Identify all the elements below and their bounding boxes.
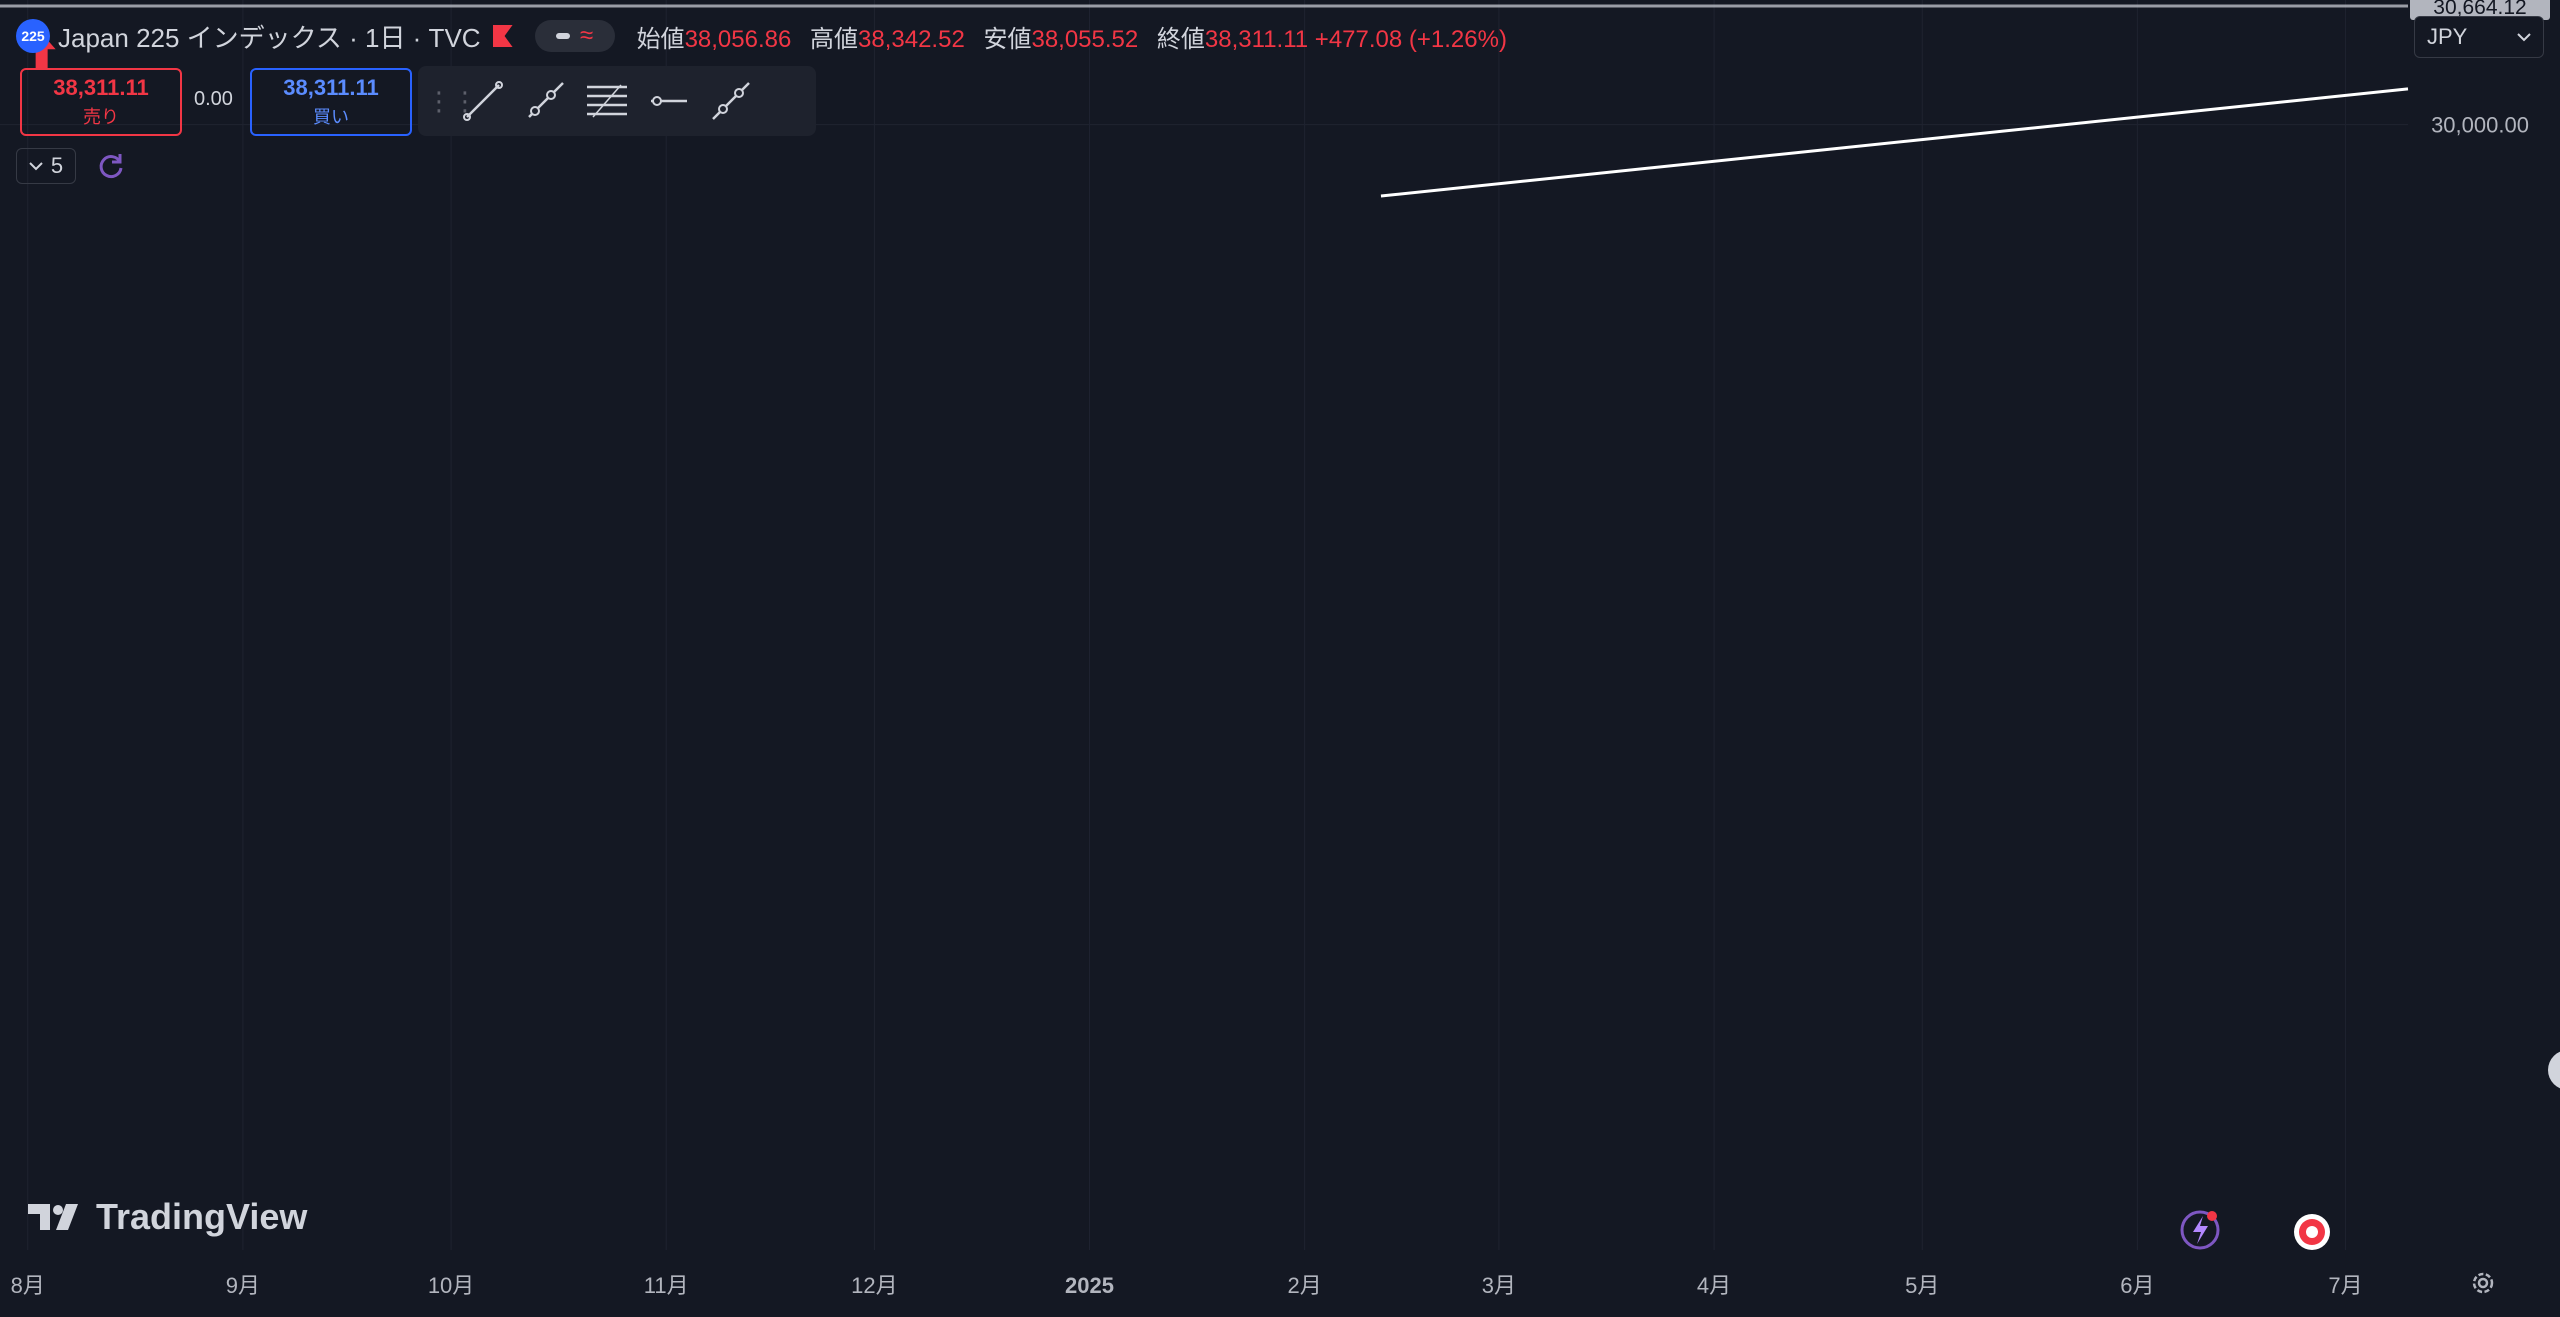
- buy-button[interactable]: 38,311.11 買い: [250, 68, 412, 136]
- tradingview-logo: TradingView: [28, 1196, 307, 1238]
- trend-line: [1380, 87, 2409, 198]
- interval-value: 5: [50, 153, 64, 178]
- x-tick-label: 2月: [1287, 1273, 1321, 1298]
- x-tick-label: 7月: [2328, 1273, 2362, 1298]
- visibility-toggle[interactable]: ≈: [534, 20, 615, 52]
- ray-button[interactable]: [514, 73, 576, 129]
- x-tick-label: 11月: [644, 1273, 689, 1298]
- x-tick-label: 2025: [1065, 1273, 1114, 1298]
- close-value: 38,311.11 +477.08 (+1.26%): [1204, 25, 1507, 53]
- lightning-icon[interactable]: [2180, 1210, 2220, 1250]
- record-icon[interactable]: [2294, 1214, 2330, 1250]
- refresh-icon[interactable]: [96, 150, 126, 180]
- low-value: 38,055.52: [1031, 25, 1139, 53]
- x-tick-label: 9月: [226, 1273, 260, 1298]
- trend-line-button[interactable]: [452, 73, 514, 129]
- horizontal-ray-icon: [651, 96, 687, 106]
- open-value: 38,056.86: [684, 25, 792, 53]
- currency-selector[interactable]: JPY: [2414, 16, 2544, 58]
- ohlc-values: 始値38,056.86 高値38,342.52 安値38,055.52 終値38…: [637, 19, 1519, 54]
- x-tick-label: 12月: [851, 1273, 897, 1298]
- x-tick-label: 5月: [1905, 1273, 1939, 1298]
- flag-icon[interactable]: [492, 25, 513, 47]
- drag-handle[interactable]: ⋮⋮: [426, 85, 478, 116]
- price-axis[interactable]: 30,000.0031,000.0032,000.0033,000.0034,0…: [2410, 0, 2550, 138]
- sell-button[interactable]: 38,311.11 売り: [20, 68, 182, 136]
- brand-name: TradingView: [96, 1196, 308, 1237]
- x-tick-label: 4月: [1697, 1273, 1731, 1298]
- high-value: 38,342.52: [858, 25, 965, 53]
- open-label: 始値: [636, 25, 685, 53]
- symbol-title[interactable]: Japan 225 インデックス · 1日 · TVC: [58, 22, 481, 53]
- sell-label: 売り: [83, 107, 119, 127]
- horizontal-ray-button[interactable]: [638, 73, 700, 129]
- trend-line-icon: [463, 81, 503, 121]
- price-level-badge: [2410, 0, 2550, 21]
- x-tick-label: 10月: [428, 1273, 474, 1298]
- x-tick-label: 8月: [11, 1273, 45, 1298]
- time-axis[interactable]: 8月 9月 10月 11月 12月 2025 2月 3月 4月 5月 6月 7月: [11, 1273, 2363, 1298]
- side-panel-button[interactable]: [2548, 1050, 2560, 1090]
- chevron-down-icon: [29, 162, 43, 171]
- symbol-badge[interactable]: 225: [16, 19, 50, 53]
- chevron-down-icon: [2517, 33, 2531, 42]
- currency-value: JPY: [2427, 24, 2468, 49]
- ray-icon: [528, 82, 564, 118]
- x-tick-label: 3月: [1482, 1273, 1516, 1298]
- price-levels: [0, 4, 2408, 8]
- chart-header: 225 Japan 225 インデックス · 1日 · TVC ≈ 始値38,0…: [16, 18, 1519, 54]
- low-label: 安値: [983, 25, 1032, 53]
- interval-selector[interactable]: 5: [16, 148, 76, 184]
- fib-retracement-button[interactable]: [576, 73, 638, 129]
- extended-line-icon: [712, 82, 750, 120]
- tradingview-logo-icon: [28, 1204, 78, 1230]
- extended-line-button[interactable]: [700, 73, 762, 129]
- fib-retracement-icon: [587, 84, 627, 118]
- spread-value: 0.00: [194, 88, 233, 110]
- minus-icon: [555, 33, 570, 39]
- high-label: 高値: [810, 25, 859, 53]
- price-level-label: 30,664.12: [2433, 0, 2526, 19]
- sell-price: 38,311.11: [53, 75, 149, 100]
- y-tick-label: 30,000.00: [2431, 113, 2529, 138]
- trend-lines: [1380, 87, 2409, 198]
- x-tick-label: 6月: [2120, 1273, 2154, 1298]
- close-label: 終値: [1156, 25, 1205, 53]
- buy-price: 38,311.11: [283, 75, 379, 100]
- grid-lines: [0, 0, 2408, 1250]
- wave-icon: ≈: [579, 22, 594, 49]
- drawing-toolbar: ⋮⋮: [418, 66, 816, 136]
- buy-label: 買い: [313, 107, 349, 127]
- settings-icon[interactable]: [2468, 1268, 2498, 1298]
